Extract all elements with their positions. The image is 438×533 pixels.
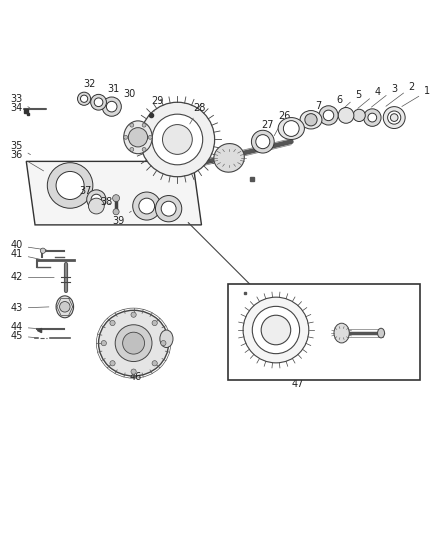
Text: 4: 4 [358, 87, 381, 108]
Bar [228, 284, 420, 381]
Circle shape [161, 201, 176, 216]
Circle shape [261, 315, 291, 345]
Ellipse shape [334, 323, 350, 343]
Text: 42: 42 [11, 272, 54, 282]
Circle shape [243, 297, 309, 363]
Circle shape [338, 108, 354, 123]
Text: 35: 35 [11, 141, 31, 155]
Circle shape [283, 120, 299, 136]
Circle shape [148, 135, 152, 139]
Ellipse shape [300, 110, 322, 129]
Circle shape [113, 195, 120, 201]
Text: 5: 5 [343, 90, 361, 109]
Circle shape [152, 320, 157, 326]
Circle shape [110, 320, 115, 326]
Circle shape [131, 312, 136, 317]
Circle shape [251, 130, 274, 153]
Circle shape [133, 192, 161, 220]
Circle shape [123, 332, 145, 354]
Ellipse shape [99, 310, 169, 376]
Circle shape [56, 172, 84, 199]
Circle shape [91, 194, 102, 205]
Circle shape [60, 302, 70, 312]
Circle shape [142, 123, 146, 127]
Text: 45: 45 [11, 330, 35, 341]
Ellipse shape [56, 296, 74, 318]
Text: 41: 41 [11, 249, 40, 260]
Text: 2: 2 [386, 82, 415, 106]
Ellipse shape [214, 143, 244, 172]
Circle shape [383, 107, 405, 128]
Circle shape [91, 94, 106, 110]
Polygon shape [26, 161, 201, 225]
Text: 47: 47 [292, 372, 304, 389]
Circle shape [102, 97, 121, 116]
Text: 40: 40 [11, 240, 46, 251]
Circle shape [110, 361, 115, 366]
Text: 34: 34 [11, 103, 27, 114]
Text: 26: 26 [274, 111, 291, 136]
Circle shape [368, 113, 377, 122]
Text: 30: 30 [118, 90, 136, 104]
Text: 33: 33 [11, 94, 30, 108]
Circle shape [115, 325, 152, 361]
Ellipse shape [378, 328, 385, 338]
Circle shape [305, 114, 317, 126]
Circle shape [130, 123, 134, 127]
Text: 1: 1 [402, 86, 430, 107]
Circle shape [155, 196, 182, 222]
Text: 27: 27 [253, 120, 274, 147]
Text: 3: 3 [371, 84, 397, 107]
Text: 31: 31 [104, 84, 119, 100]
Circle shape [113, 209, 119, 215]
Circle shape [162, 125, 192, 155]
Text: 38: 38 [100, 197, 112, 207]
Circle shape [128, 128, 148, 147]
Circle shape [353, 109, 365, 122]
Circle shape [390, 114, 398, 122]
Circle shape [152, 361, 157, 366]
Text: 6: 6 [324, 95, 343, 115]
Text: 36: 36 [11, 150, 44, 171]
Circle shape [40, 248, 46, 253]
Text: 43: 43 [11, 303, 49, 313]
Text: 29: 29 [152, 96, 164, 111]
Circle shape [388, 111, 401, 124]
Ellipse shape [278, 118, 304, 140]
Circle shape [130, 148, 134, 151]
Text: 28: 28 [190, 103, 205, 124]
Text: 46: 46 [130, 372, 142, 382]
Text: 7: 7 [303, 101, 321, 122]
Circle shape [87, 190, 106, 209]
Circle shape [323, 110, 334, 120]
Text: 32: 32 [84, 79, 96, 96]
Circle shape [364, 109, 381, 126]
Circle shape [139, 198, 155, 214]
Circle shape [94, 98, 103, 107]
Circle shape [124, 135, 128, 139]
Circle shape [81, 95, 88, 102]
Circle shape [256, 135, 270, 149]
Text: 37: 37 [79, 186, 93, 199]
Circle shape [140, 102, 215, 177]
Circle shape [252, 306, 300, 354]
Circle shape [319, 106, 338, 125]
Text: 39: 39 [112, 211, 131, 225]
Circle shape [88, 198, 104, 214]
Circle shape [101, 341, 106, 346]
Circle shape [78, 92, 91, 106]
Circle shape [161, 341, 166, 346]
Ellipse shape [160, 330, 173, 348]
Circle shape [106, 101, 117, 112]
Circle shape [152, 114, 203, 165]
Circle shape [142, 148, 146, 151]
Circle shape [47, 163, 93, 208]
Ellipse shape [124, 121, 152, 154]
Text: 44: 44 [11, 322, 36, 332]
Circle shape [131, 369, 136, 374]
